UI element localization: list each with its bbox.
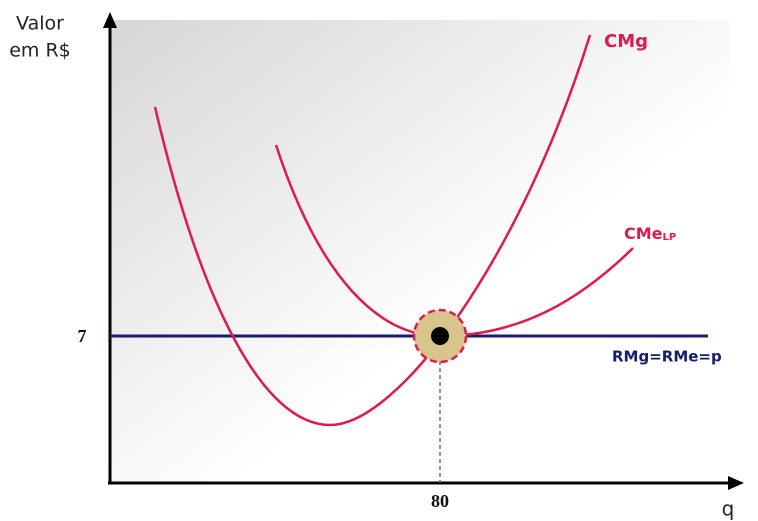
- cme-subscript: LP: [663, 232, 677, 243]
- y-axis-label: em R$: [9, 40, 71, 62]
- cmg-curve: [153, 34, 592, 427]
- plot-background: [110, 20, 730, 483]
- x-axis-label: q: [722, 497, 735, 521]
- x-axis-arrow: [728, 476, 744, 490]
- revenue-label: RMg=RMe=p: [612, 348, 722, 366]
- x-tick-label: 80: [431, 491, 449, 511]
- y-axis-arrow: [103, 12, 117, 28]
- cme-label: CMeLP: [624, 224, 676, 244]
- y-tick-label: 7: [78, 326, 87, 346]
- y-axis-label: Valor: [16, 13, 64, 35]
- cme-name: CMe: [624, 224, 663, 243]
- equilibrium-point: [431, 327, 449, 345]
- cmg-label: CMg: [604, 31, 648, 52]
